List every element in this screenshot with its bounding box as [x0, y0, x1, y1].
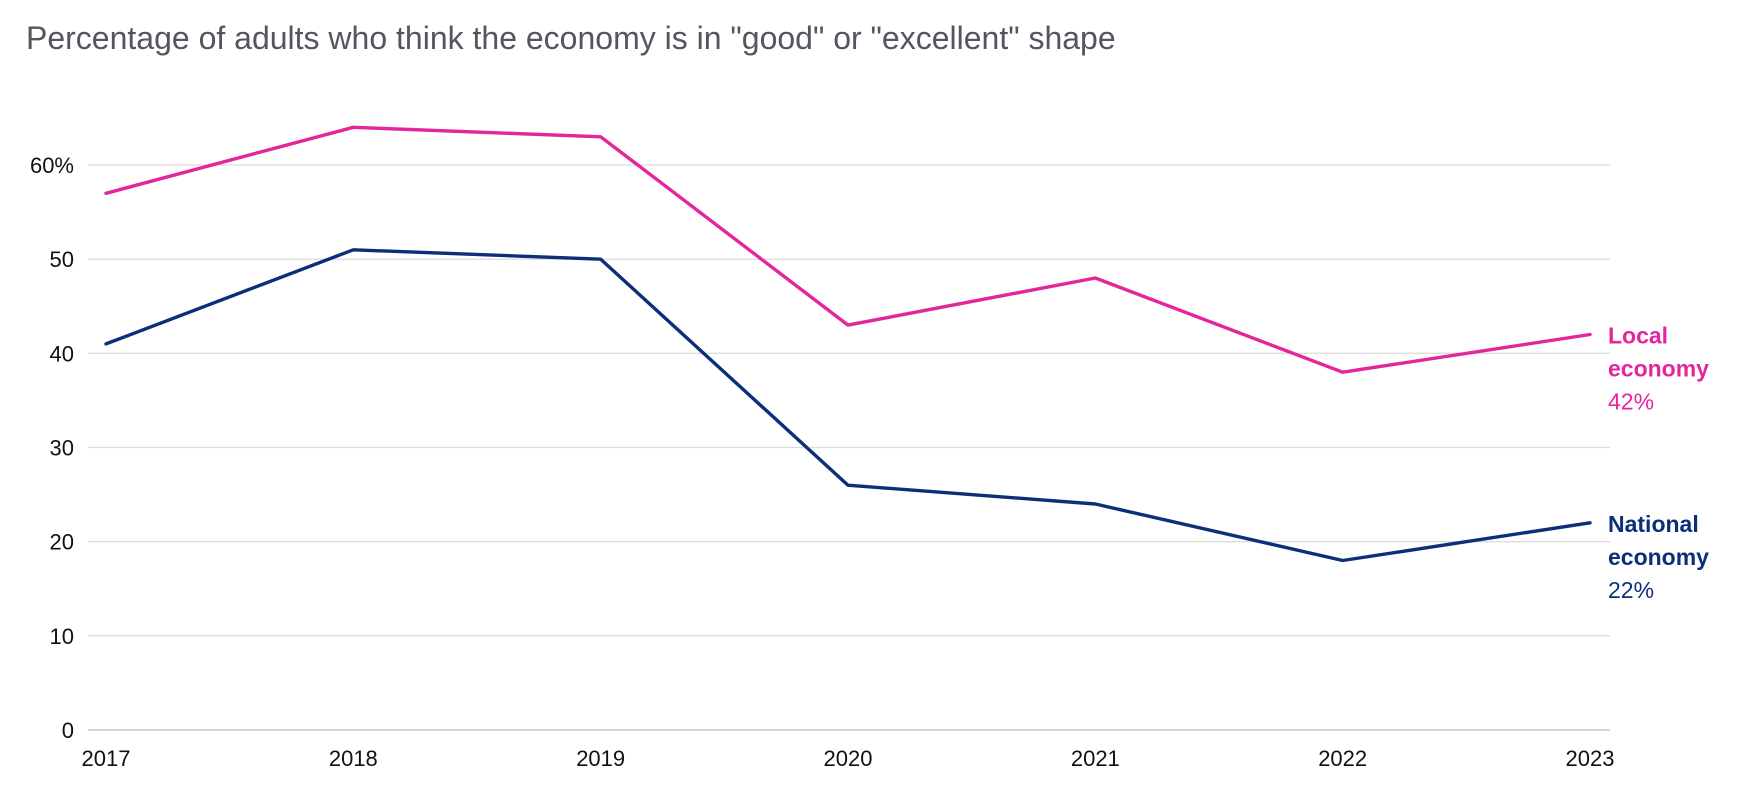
y-tick-label: 10 — [50, 624, 74, 649]
series-name-label: economy — [1608, 356, 1709, 382]
series-lines — [104, 125, 1592, 563]
x-tick-label: 2023 — [1566, 746, 1615, 771]
y-tick-label: 50 — [50, 247, 74, 272]
gridlines — [88, 164, 1610, 731]
series-end-value-label: 22% — [1608, 577, 1654, 603]
y-tick-label: 0 — [62, 718, 74, 743]
x-tick-label: 2019 — [576, 746, 625, 771]
series-name-label: Local — [1608, 323, 1668, 349]
x-tick-label: 2020 — [824, 746, 873, 771]
series-line — [104, 248, 1592, 563]
y-tick-label: 60% — [30, 153, 74, 178]
series-line — [104, 125, 1592, 374]
x-tick-label: 2022 — [1318, 746, 1367, 771]
chart-title: Percentage of adults who think the econo… — [26, 20, 1116, 56]
y-tick-label: 20 — [50, 530, 74, 555]
y-tick-label: 30 — [50, 436, 74, 461]
y-tick-label: 40 — [50, 341, 74, 366]
x-tick-label: 2021 — [1071, 746, 1120, 771]
x-axis-tick-labels: 2017 2018 2019 2020 2021 2022 2023 — [82, 746, 1615, 771]
series-name-label: National — [1608, 511, 1699, 537]
series-end-value-label: 42% — [1608, 389, 1654, 415]
x-tick-label: 2018 — [329, 746, 378, 771]
x-tick-label: 2017 — [82, 746, 131, 771]
series-name-label: economy — [1608, 544, 1709, 570]
y-axis-tick-labels: 0 10 20 30 40 50 60% — [30, 153, 74, 743]
series-end-labels: Local economy 42% National economy 22% — [1608, 323, 1709, 603]
